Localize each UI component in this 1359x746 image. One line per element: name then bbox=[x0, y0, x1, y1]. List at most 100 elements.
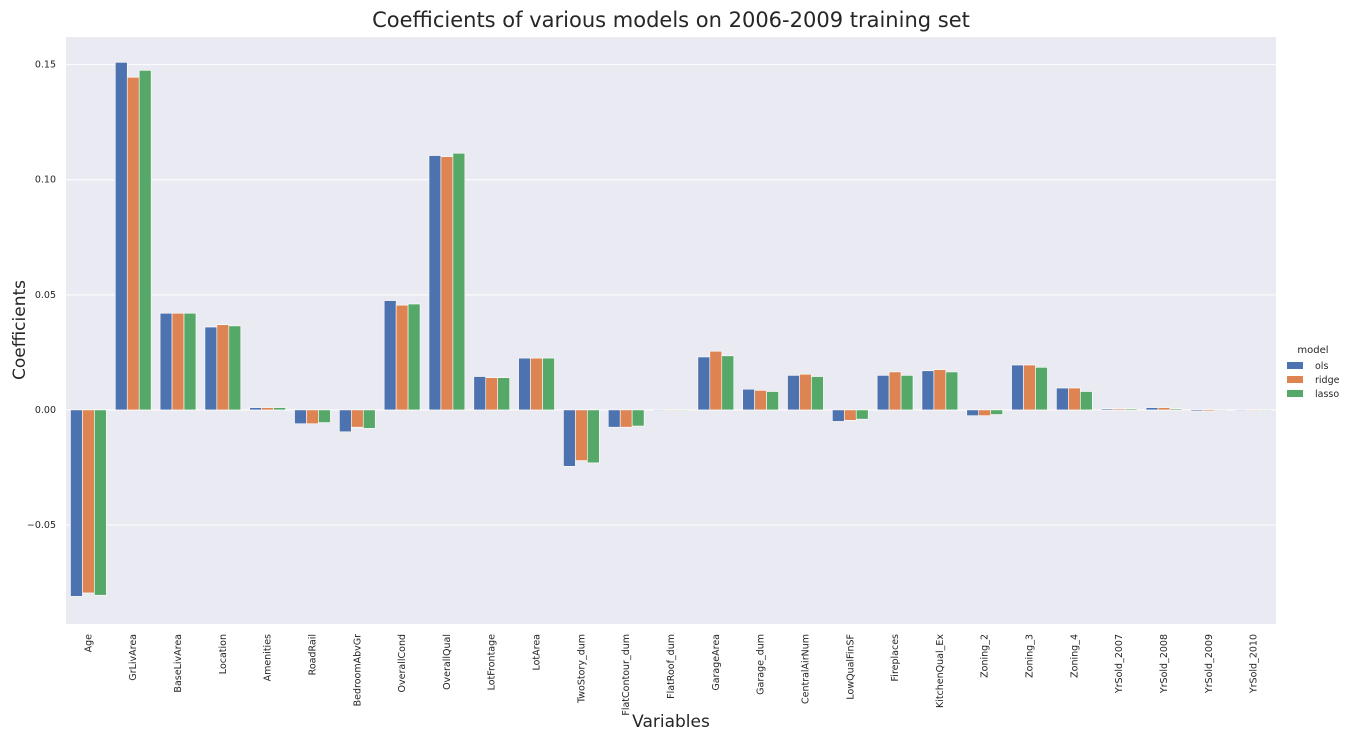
x-tick-label: GrLivArea bbox=[128, 634, 139, 681]
legend-swatch-ols bbox=[1287, 362, 1303, 369]
bar-lasso-FlatContour_dum bbox=[631, 409, 645, 427]
bar-lasso-YrSold_2009 bbox=[1214, 409, 1228, 412]
bar-ols-KitchenQual_Ex bbox=[921, 370, 935, 411]
bar-ridge-GrLivArea bbox=[126, 76, 140, 411]
legend-swatch-lasso bbox=[1287, 390, 1303, 397]
bar-ridge-FlatRoof_dum bbox=[664, 409, 678, 412]
x-tick-label: BaseLivArea bbox=[173, 634, 184, 693]
x-tick-label: RoadRail bbox=[307, 634, 318, 675]
bar-ols-Garage_dum bbox=[742, 388, 755, 411]
bar-lasso-LowQualFinSF bbox=[855, 409, 869, 420]
bar-lasso-Zoning_2 bbox=[990, 409, 1003, 415]
y-tick-label: 0.00 bbox=[35, 405, 56, 416]
y-axis-label: Coefficients bbox=[10, 280, 30, 380]
bar-ols-Location bbox=[204, 326, 218, 411]
bar-ols-YrSold_2008 bbox=[1145, 407, 1159, 411]
bar-lasso-YrSold_2007 bbox=[1124, 408, 1138, 411]
x-tick-label: LotArea bbox=[532, 634, 543, 671]
x-tick-label: YrSold_2007 bbox=[1114, 634, 1125, 694]
bar-ridge-FlatContour_dum bbox=[619, 409, 633, 428]
x-tick-label: FlatContour_dum bbox=[621, 634, 632, 716]
bar-lasso-BedroomAbvGr bbox=[362, 409, 376, 429]
bar-lasso-YrSold_2008 bbox=[1169, 408, 1183, 411]
bar-ridge-Zoning_3 bbox=[1023, 364, 1036, 411]
bar-ols-CentralAirNum bbox=[787, 375, 800, 411]
bar-lasso-LotArea bbox=[542, 357, 555, 411]
bar-ridge-LotFrontage bbox=[485, 377, 499, 411]
x-tick-label: Location bbox=[218, 634, 229, 674]
bar-ridge-Garage_dum bbox=[754, 390, 767, 411]
bar-ridge-OverallQual bbox=[440, 156, 454, 411]
bar-ridge-Zoning_4 bbox=[1068, 387, 1081, 411]
bar-lasso-Garage_dum bbox=[766, 391, 779, 411]
x-tick-label: Age bbox=[83, 634, 94, 653]
bar-ridge-Zoning_2 bbox=[978, 409, 991, 416]
x-tick-label: Zoning_3 bbox=[1025, 634, 1036, 678]
bar-ols-LotArea bbox=[518, 357, 531, 411]
bar-ridge-Amenities bbox=[261, 407, 274, 411]
x-tick-label: Fireplaces bbox=[890, 634, 901, 682]
bar-ridge-BedroomAbvGr bbox=[351, 409, 364, 428]
bar-lasso-YrSold_2010 bbox=[1259, 409, 1272, 412]
bar-lasso-GrLivArea bbox=[138, 70, 152, 411]
bar-ols-RoadRail bbox=[294, 409, 307, 425]
x-tick-label: OverallQual bbox=[442, 634, 453, 690]
bar-ridge-YrSold_2007 bbox=[1112, 408, 1126, 411]
legend-title: model bbox=[1297, 345, 1328, 356]
bar-ridge-Fireplaces bbox=[888, 371, 902, 411]
x-tick-label: FlatRoof_dum bbox=[666, 634, 677, 699]
bar-ols-BaseLivArea bbox=[159, 312, 173, 411]
bar-lasso-Zoning_4 bbox=[1080, 391, 1093, 411]
bar-ridge-YrSold_2010 bbox=[1247, 409, 1260, 412]
legend-items: ols ridge lasso bbox=[1287, 361, 1340, 400]
bar-ridge-Location bbox=[216, 324, 230, 411]
bar-ols-OverallQual bbox=[428, 155, 442, 411]
bar-lasso-KitchenQual_Ex bbox=[945, 371, 959, 411]
bar-ridge-Age bbox=[82, 409, 95, 594]
x-tick-label: Zoning_4 bbox=[1069, 634, 1080, 678]
bar-lasso-RoadRail bbox=[318, 409, 331, 423]
bar-lasso-OverallCond bbox=[407, 303, 421, 411]
bar-ols-FlatRoof_dum bbox=[652, 409, 666, 412]
bar-lasso-Amenities bbox=[273, 407, 286, 411]
x-tick-label: OverallCond bbox=[397, 634, 408, 692]
bar-ols-YrSold_2009 bbox=[1190, 409, 1204, 412]
bar-ols-YrSold_2010 bbox=[1235, 409, 1248, 412]
x-tick-label: Amenities bbox=[263, 634, 274, 681]
x-tick-label: CentralAirNum bbox=[800, 634, 811, 704]
bar-ols-Zoning_4 bbox=[1056, 387, 1069, 411]
bar-ols-Zoning_2 bbox=[966, 409, 980, 416]
bar-ols-OverallCond bbox=[383, 300, 397, 411]
y-tick-labels: −0.05 0.00 0.05 0.10 0.15 bbox=[27, 60, 56, 531]
bar-ridge-TwoStory_dum bbox=[575, 409, 588, 461]
legend-swatch-ridge bbox=[1287, 376, 1303, 383]
x-tick-label: LotFrontage bbox=[487, 634, 498, 691]
bar-lasso-FlatRoof_dum bbox=[676, 409, 690, 412]
x-tick-label: GarageArea bbox=[711, 634, 722, 691]
bar-lasso-CentralAirNum bbox=[811, 376, 824, 411]
bar-ols-BedroomAbvGr bbox=[339, 409, 352, 433]
bar-ridge-GarageArea bbox=[709, 350, 723, 411]
bar-ridge-CentralAirNum bbox=[799, 373, 812, 411]
bar-ols-Fireplaces bbox=[876, 375, 890, 411]
bar-ols-TwoStory_dum bbox=[563, 409, 576, 467]
bar-lasso-Zoning_3 bbox=[1035, 367, 1048, 411]
x-tick-label: Zoning_2 bbox=[980, 634, 991, 678]
x-axis-label: Variables bbox=[632, 712, 710, 732]
bar-ridge-YrSold_2008 bbox=[1157, 407, 1171, 411]
bar-ridge-YrSold_2009 bbox=[1202, 409, 1216, 412]
bar-ols-Age bbox=[70, 409, 83, 597]
y-tick-label: 0.10 bbox=[35, 175, 56, 186]
bar-ols-FlatContour_dum bbox=[607, 409, 621, 428]
bar-lasso-Fireplaces bbox=[900, 375, 914, 411]
plot-background bbox=[66, 37, 1276, 624]
bar-ols-LotFrontage bbox=[473, 376, 487, 411]
bar-lasso-LotFrontage bbox=[497, 377, 510, 411]
bar-ols-Amenities bbox=[249, 407, 262, 411]
bars bbox=[70, 62, 1272, 597]
x-tick-label: Garage_dum bbox=[756, 634, 767, 695]
y-tick-label: −0.05 bbox=[27, 520, 56, 531]
chart-title: Coefficients of various models on 2006-2… bbox=[372, 8, 970, 32]
